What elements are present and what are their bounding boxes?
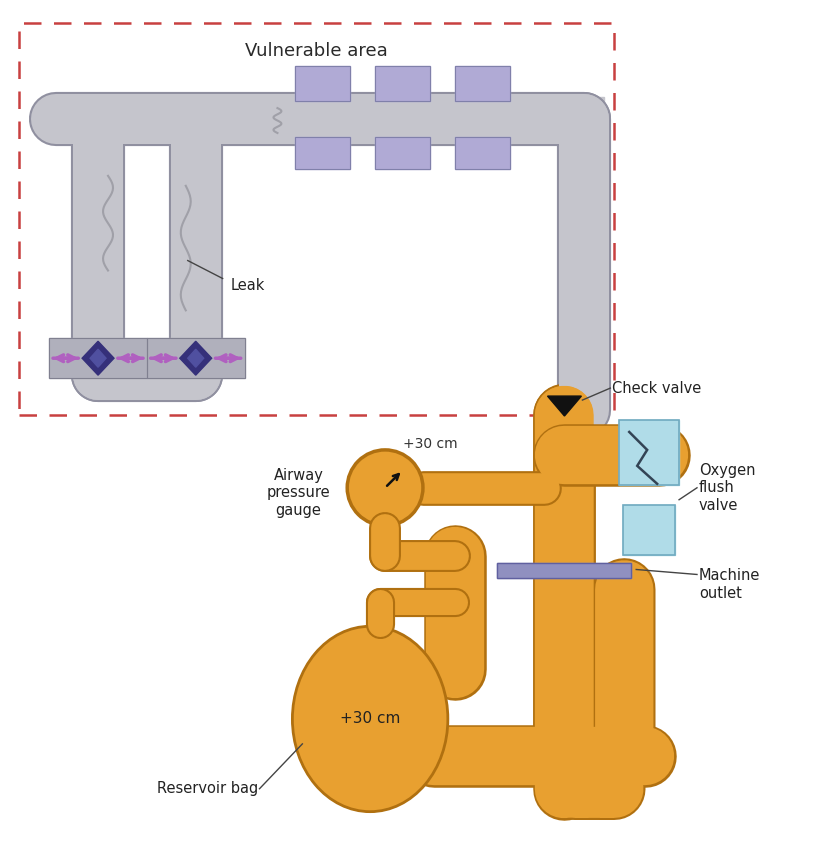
Bar — [375, 66, 430, 101]
Text: +30 cm: +30 cm — [340, 711, 400, 727]
Bar — [295, 137, 350, 169]
Bar — [295, 66, 350, 101]
Text: Reservoir bag: Reservoir bag — [157, 781, 259, 796]
Bar — [50, 338, 147, 378]
Bar — [624, 505, 675, 554]
Circle shape — [347, 450, 423, 526]
Bar — [20, 24, 615, 415]
Ellipse shape — [293, 627, 448, 812]
Text: Oxygen
flush
valve: Oxygen flush valve — [699, 463, 755, 513]
Bar — [375, 137, 430, 169]
Bar — [454, 66, 510, 101]
Bar — [620, 420, 679, 484]
Text: Machine
outlet: Machine outlet — [699, 569, 760, 600]
Text: Leak: Leak — [231, 278, 265, 293]
Bar — [497, 563, 631, 579]
Bar — [375, 66, 430, 101]
Bar — [147, 338, 245, 378]
Bar — [147, 338, 245, 378]
Bar — [375, 137, 430, 169]
Bar — [295, 66, 350, 101]
Bar — [564, 97, 604, 137]
Text: +30 cm: +30 cm — [403, 437, 458, 451]
Bar — [497, 563, 631, 579]
Bar — [454, 137, 510, 169]
Text: Check valve: Check valve — [612, 381, 702, 395]
Text: Airway
pressure
gauge: Airway pressure gauge — [267, 468, 330, 518]
Polygon shape — [188, 349, 204, 368]
Bar — [454, 66, 510, 101]
Text: Vulnerable area: Vulnerable area — [246, 42, 388, 61]
Polygon shape — [547, 396, 581, 416]
Polygon shape — [180, 341, 211, 375]
Bar — [50, 338, 147, 378]
Bar — [295, 137, 350, 169]
Bar — [624, 505, 675, 554]
Polygon shape — [90, 349, 106, 368]
Polygon shape — [82, 341, 114, 375]
Bar — [620, 420, 679, 484]
Bar — [454, 137, 510, 169]
